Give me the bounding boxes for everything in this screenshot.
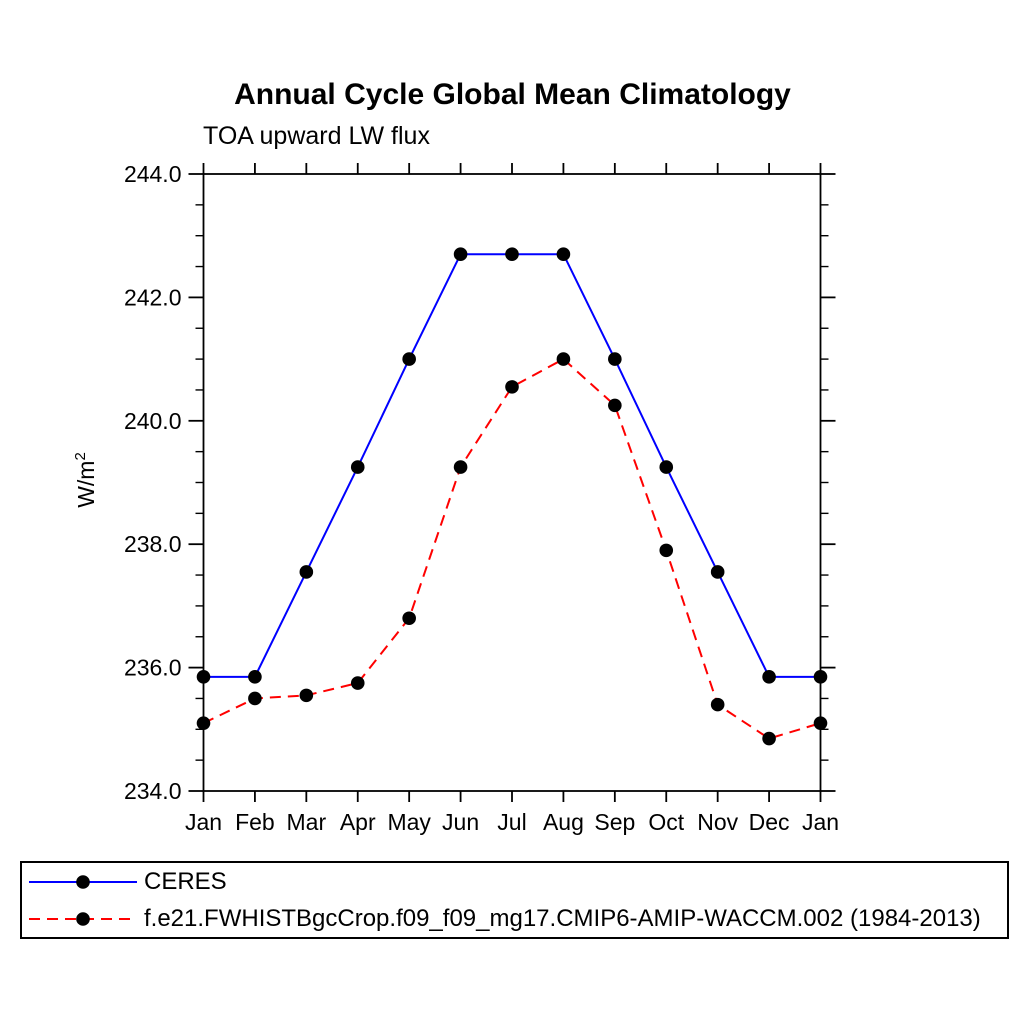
legend-line-sample-ceres xyxy=(29,874,137,889)
data-point-marker xyxy=(350,676,365,690)
data-point-marker xyxy=(402,611,416,626)
y-tick-label: 244.0 xyxy=(124,161,182,187)
y-tick-label: 238.0 xyxy=(124,531,182,557)
x-tick-label: Dec xyxy=(749,809,790,835)
data-point-marker xyxy=(556,352,571,366)
x-tick-label: Jan xyxy=(185,809,222,835)
chart-title: Annual Cycle Global Mean Climatology xyxy=(234,78,791,111)
x-tick-label: Feb xyxy=(235,809,275,835)
data-point-marker xyxy=(710,697,725,712)
data-point-marker xyxy=(299,688,314,703)
x-tick-label: Oct xyxy=(648,809,684,835)
legend-marker-ceres xyxy=(76,874,90,889)
y-tick-label: 236.0 xyxy=(124,655,182,681)
data-point-marker xyxy=(608,352,622,366)
x-tick-label: Aug xyxy=(543,809,584,835)
legend-label-ceres: CERES xyxy=(144,867,227,895)
x-tick-label: Apr xyxy=(340,809,376,835)
data-point-marker xyxy=(659,543,674,558)
data-point-marker xyxy=(762,731,776,746)
data-point-marker xyxy=(813,670,828,684)
x-tick-label: Jun xyxy=(442,809,479,835)
x-tick-label: Mar xyxy=(287,809,327,835)
data-point-marker xyxy=(505,247,519,262)
data-point-marker xyxy=(556,247,571,262)
data-point-marker xyxy=(196,716,211,730)
data-point-marker xyxy=(453,247,468,262)
y-tick-label: 234.0 xyxy=(124,778,182,804)
series-line-ceres xyxy=(203,253,821,678)
data-point-marker xyxy=(762,670,776,684)
x-tick-label: May xyxy=(387,809,431,835)
legend-item-ceres: CERES xyxy=(22,865,1007,899)
data-point-marker xyxy=(248,691,262,706)
x-tick-label: Sep xyxy=(594,809,635,835)
legend-line-sample-model xyxy=(29,911,137,926)
data-point-marker xyxy=(248,670,262,684)
series-line-model xyxy=(203,357,821,740)
data-point-marker xyxy=(350,460,365,474)
data-point-marker xyxy=(299,565,314,579)
legend-box: CERES f.e21.FWHISTBgcCrop.f09_f09_mg17.CM… xyxy=(20,861,1009,939)
data-point-marker xyxy=(608,398,622,413)
data-point-marker xyxy=(710,565,725,579)
data-point-marker xyxy=(659,460,674,474)
x-tick-label: Nov xyxy=(697,809,738,835)
x-tick-label: Jul xyxy=(497,809,526,835)
y-tick-label: 242.0 xyxy=(124,284,182,310)
legend-marker-model xyxy=(76,911,90,926)
legend-item-model: f.e21.FWHISTBgcCrop.f09_f09_mg17.CMIP6-A… xyxy=(22,902,1007,936)
x-tick-label: Jan xyxy=(802,809,839,835)
data-point-marker xyxy=(813,716,828,730)
data-point-marker xyxy=(453,460,468,474)
data-point-marker xyxy=(402,352,416,366)
data-point-marker xyxy=(196,670,211,684)
legend-label-model: f.e21.FWHISTBgcCrop.f09_f09_mg17.CMIP6-A… xyxy=(144,904,981,932)
chart-subtitle: TOA upward LW flux xyxy=(203,122,430,150)
plot-frame xyxy=(202,173,822,792)
y-tick-label: 240.0 xyxy=(124,408,182,434)
data-point-marker xyxy=(505,380,519,394)
